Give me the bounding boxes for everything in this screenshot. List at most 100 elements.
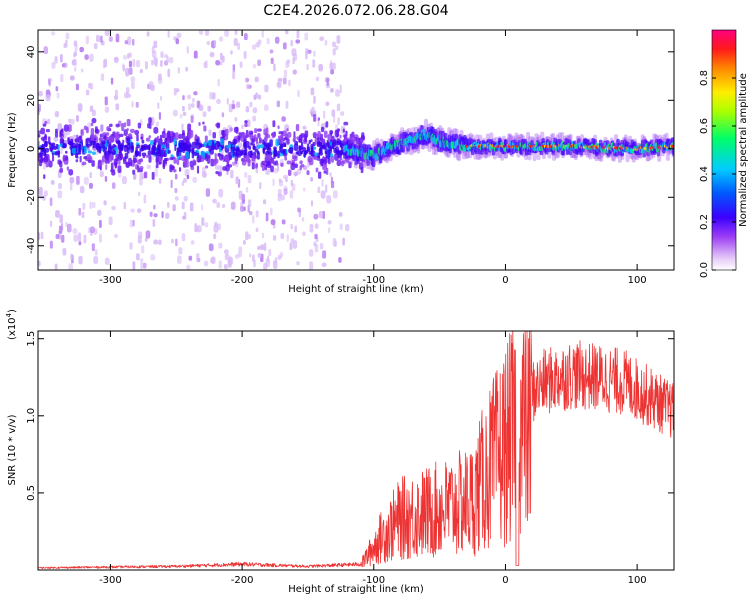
heatmap-cell: [265, 142, 271, 150]
heatmap-cell: [72, 58, 77, 67]
heatmap-cell: [205, 153, 209, 162]
heatmap-cell: [285, 177, 288, 183]
heatmap-cell: [203, 141, 207, 147]
heatmap-cell: [59, 167, 63, 173]
heatmap-cell: [158, 112, 161, 120]
heatmap-cell: [106, 126, 111, 132]
heatmap-cell: [277, 77, 283, 83]
heatmap-cell: [230, 50, 233, 55]
heatmap-cell: [113, 57, 119, 64]
heatmap-cell: [144, 61, 148, 70]
heatmap-cell: [324, 148, 328, 155]
heatmap-cell: [181, 105, 185, 112]
x-tick-label: -100: [362, 575, 385, 586]
heatmap-cell: [343, 121, 349, 126]
heatmap-cell: [282, 42, 287, 50]
heatmap-cell: [338, 211, 343, 217]
heatmap-cell: [322, 156, 325, 163]
heatmap-cell: [53, 136, 59, 142]
heatmap-cell: [283, 69, 288, 78]
heatmap-cell: [214, 40, 217, 48]
heatmap-cell: [42, 123, 47, 127]
heatmap-cell: [265, 169, 271, 175]
heatmap-cell: [204, 135, 208, 144]
heatmap-cell: [132, 169, 136, 175]
y-tick-label: 1.5: [26, 331, 37, 347]
heatmap-cell: [339, 157, 343, 161]
heatmap-cell: [257, 128, 262, 132]
colorbar-tick-label: 0.2: [699, 214, 710, 230]
heatmap-cell: [304, 130, 309, 138]
heatmap-cell: [245, 106, 250, 113]
heatmap-cell: [288, 79, 291, 87]
heatmap-cell: [329, 62, 334, 70]
heatmap-cell: [124, 40, 129, 45]
heatmap-cell: [70, 118, 75, 125]
heatmap-cell: [282, 77, 287, 85]
heatmap-cell: [38, 103, 41, 113]
heatmap-cell: [169, 157, 174, 161]
heatmap-cell: [296, 168, 302, 175]
heatmap-cell: [80, 68, 84, 73]
heatmap-cell: [306, 63, 309, 71]
heatmap-cell: [187, 123, 192, 132]
heatmap-cell: [89, 53, 94, 62]
heatmap-cell: [218, 153, 224, 161]
heatmap-cell: [43, 190, 48, 197]
heatmap-cell: [243, 240, 246, 245]
heatmap-cell: [51, 155, 55, 162]
heatmap-cell: [254, 76, 259, 83]
heatmap-cell: [132, 38, 135, 46]
heatmap-cell: [284, 155, 288, 161]
heatmap-cell: [167, 30, 170, 38]
heatmap-cell: [57, 123, 63, 132]
heatmap-cell: [104, 30, 110, 37]
heatmap-cell: [110, 77, 114, 85]
heatmap-cell: [65, 39, 68, 48]
heatmap-cell: [91, 117, 97, 124]
heatmap-cell: [49, 77, 53, 83]
heatmap-cell: [79, 155, 82, 163]
heatmap-cell: [338, 256, 342, 263]
heatmap-cell: [122, 139, 125, 144]
heatmap-cell: [60, 147, 63, 155]
heatmap-cell: [131, 101, 134, 108]
heatmap-cell: [253, 63, 256, 69]
heatmap-cell: [104, 175, 108, 182]
heatmap-cell: [181, 180, 185, 187]
heatmap-cell: [320, 190, 326, 199]
heatmap-cell: [183, 211, 187, 217]
heatmap-cell: [78, 207, 82, 216]
heatmap-cell: [336, 103, 341, 112]
heatmap-cell: [314, 152, 319, 157]
heatmap-cell: [218, 242, 223, 249]
heatmap-cell: [256, 144, 261, 149]
heatmap-cell: [83, 146, 87, 154]
heatmap-cell: [151, 171, 155, 180]
heatmap-cell: [87, 122, 91, 129]
heatmap-cell: [90, 128, 95, 136]
heatmap-cell: [164, 137, 168, 144]
heatmap-cell: [161, 211, 164, 219]
heatmap-cell: [178, 167, 182, 172]
heatmap-cell: [171, 238, 174, 244]
heatmap-cell: [281, 219, 286, 225]
heatmap-cell: [63, 124, 69, 132]
heatmap-cell: [103, 200, 107, 206]
heatmap-cell: [226, 170, 229, 175]
heatmap-cell: [259, 144, 265, 149]
y-tick-label: 1.0: [26, 408, 37, 424]
heatmap-cell: [127, 36, 132, 46]
heatmap-cell: [234, 151, 239, 156]
heatmap-cell: [68, 169, 74, 176]
heatmap-cell: [265, 127, 269, 136]
heatmap-cell: [93, 137, 97, 141]
heatmap-cell: [671, 144, 674, 148]
heatmap-cell: [60, 54, 63, 63]
heatmap-cell: [236, 101, 241, 108]
snr-y-axis-label: SNR (10 * v/v): [7, 414, 18, 485]
heatmap-cell: [313, 50, 316, 57]
heatmap-cell: [69, 75, 75, 81]
heatmap-cell: [83, 125, 88, 131]
heatmap-cell: [186, 137, 190, 145]
